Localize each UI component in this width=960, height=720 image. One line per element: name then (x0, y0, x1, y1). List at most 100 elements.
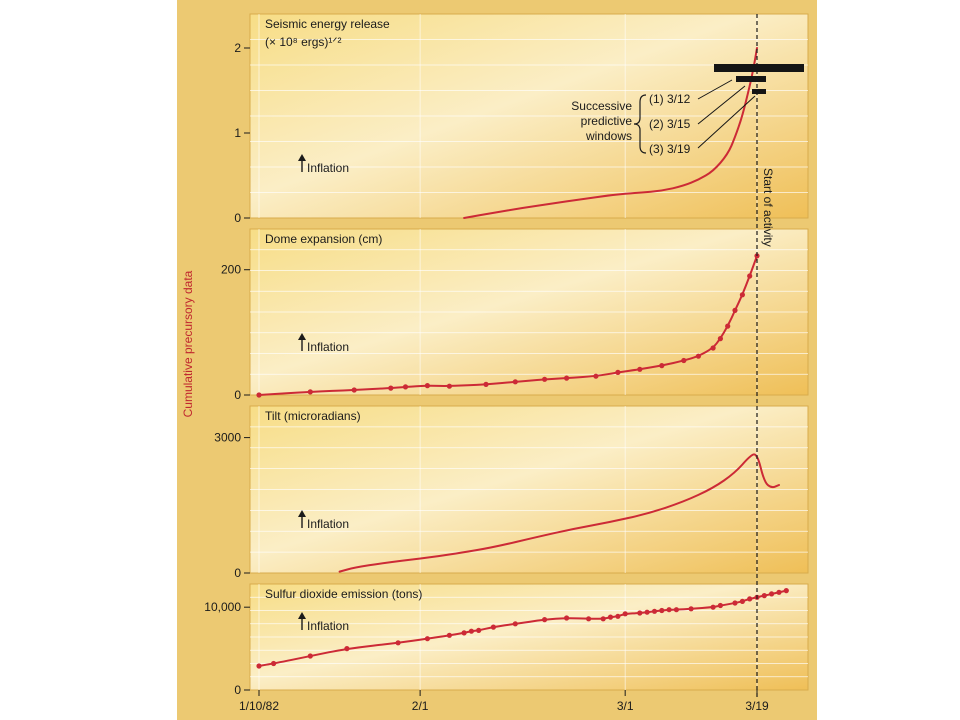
window-label-3: (3) 3/19 (649, 142, 691, 156)
series-line (463, 47, 758, 219)
predictive-window-bar-1 (714, 64, 804, 72)
data-point (542, 617, 548, 623)
inflation-label: Inflation (307, 619, 349, 633)
data-point (659, 363, 665, 369)
data-point (351, 387, 357, 393)
data-point (615, 613, 621, 619)
panel-title: Sulfur dioxide emission (tons) (265, 587, 422, 601)
data-point (512, 379, 518, 385)
data-point (622, 611, 628, 617)
window-label-2: (2) 3/15 (649, 117, 691, 131)
x-axis-tick-labels: 1/10/82 2/1 3/1 3/19 (239, 690, 769, 713)
inflation-label: Inflation (307, 517, 349, 531)
inflation-arrow-head (298, 510, 306, 517)
data-point (710, 345, 716, 351)
data-point (586, 616, 592, 622)
activity-marker: Start of activity (756, 14, 775, 700)
data-point (256, 663, 262, 669)
y-tick-label: 0 (234, 388, 241, 402)
data-point (344, 646, 350, 652)
data-point (637, 610, 643, 616)
inflation-label: Inflation (307, 161, 349, 175)
data-point (512, 621, 518, 627)
data-point (710, 604, 716, 610)
windows-brace (633, 94, 647, 154)
data-point (688, 606, 694, 612)
data-point (256, 392, 262, 398)
data-point (600, 616, 606, 622)
inflation-label: Inflation (307, 340, 349, 354)
y-tick-label: 0 (234, 566, 241, 580)
data-point (615, 369, 621, 375)
panel-4: 0 10,000 Sulfur dioxide emission (tons) Inf… (204, 583, 809, 697)
data-point (307, 389, 313, 395)
panel-title: Tilt (microradians) (265, 409, 361, 423)
panel-3: 0 3000 Tilt (microradians) Inflation (214, 405, 809, 580)
data-point (271, 660, 277, 667)
predictive-window-bar-3 (752, 89, 766, 94)
y-tick-label: 2 (234, 41, 241, 55)
panel-title: Dome expansion (cm) (265, 232, 382, 246)
windows-caption-line-2: predictive (581, 114, 633, 128)
data-point (681, 357, 687, 364)
data-point (446, 383, 452, 389)
data-point (564, 615, 570, 621)
y-tick-label: 3000 (214, 431, 241, 445)
data-point (739, 598, 746, 605)
data-point (593, 373, 599, 379)
inflation-arrow-head (298, 154, 306, 161)
data-point (490, 624, 496, 630)
window-leader-2 (697, 85, 746, 125)
data-point (717, 336, 724, 342)
panel-units: (× 10⁸ ergs)¹ᐟ² (265, 35, 342, 49)
data-point (644, 609, 650, 615)
data-point (446, 632, 452, 638)
data-point (732, 307, 738, 313)
data-point (564, 375, 570, 381)
data-point (607, 614, 614, 620)
data-point (725, 323, 731, 329)
y-tick-label: 200 (221, 263, 241, 277)
data-point (424, 383, 430, 389)
inflation-arrow-head (298, 333, 306, 340)
data-point (747, 596, 753, 602)
x-tick-label: 3/1 (617, 699, 634, 713)
panel-2: 0 200 Dome expansion (cm) Inflation (221, 228, 809, 402)
x-tick-label: 3/19 (745, 699, 769, 713)
data-point (468, 628, 474, 634)
window-leader-1 (697, 79, 733, 100)
data-point (402, 384, 409, 390)
data-point (395, 640, 401, 646)
y-tick-label: 0 (234, 683, 241, 697)
data-point (732, 600, 738, 606)
data-point (542, 376, 548, 382)
predictive-windows: (1) 3/12 (2) 3/15 (3) 3/19 Successive pr… (571, 64, 804, 156)
data-point (388, 385, 394, 391)
x-tick-label: 2/1 (412, 699, 429, 713)
inflation-arrow-head (298, 612, 306, 619)
data-point (637, 366, 643, 372)
data-point (483, 381, 489, 387)
data-point (695, 353, 702, 359)
data-point (776, 589, 782, 595)
window-leader-3 (697, 95, 756, 149)
windows-caption-line-3: windows (585, 129, 632, 143)
data-point (307, 653, 313, 659)
window-label-1: (1) 3/12 (649, 92, 691, 106)
data-point (651, 608, 658, 614)
panel-title: Seismic energy release (265, 17, 390, 31)
y-tick-label: 1 (234, 126, 241, 140)
data-point (461, 630, 467, 636)
y-axis-label: Cumulative precursory data (181, 270, 195, 417)
panels-layer: 0 1 2 Seismic energy release (× 10⁸ ergs)¹ᐟ²… (204, 13, 809, 697)
data-point (783, 588, 789, 594)
series-line (338, 453, 780, 573)
data-point (717, 602, 724, 609)
data-point (747, 273, 753, 279)
data-point (659, 607, 665, 614)
windows-caption-line-1: Successive (571, 99, 632, 113)
predictive-window-bar-2 (736, 76, 766, 82)
data-point (673, 607, 680, 613)
data-point (666, 607, 672, 613)
